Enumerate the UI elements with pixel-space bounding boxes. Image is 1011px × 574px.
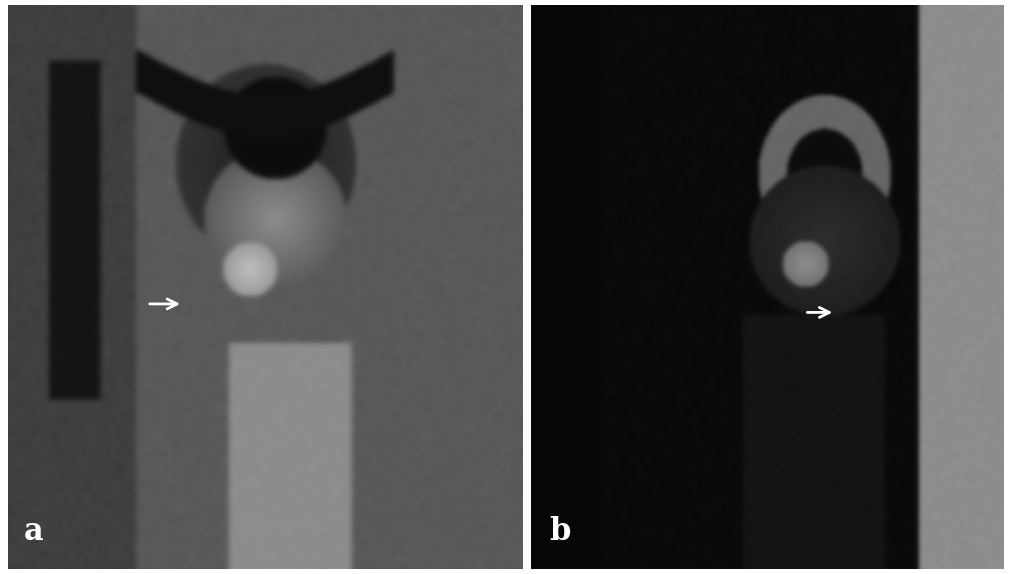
Text: b: b	[549, 516, 571, 547]
Text: a: a	[23, 516, 43, 547]
